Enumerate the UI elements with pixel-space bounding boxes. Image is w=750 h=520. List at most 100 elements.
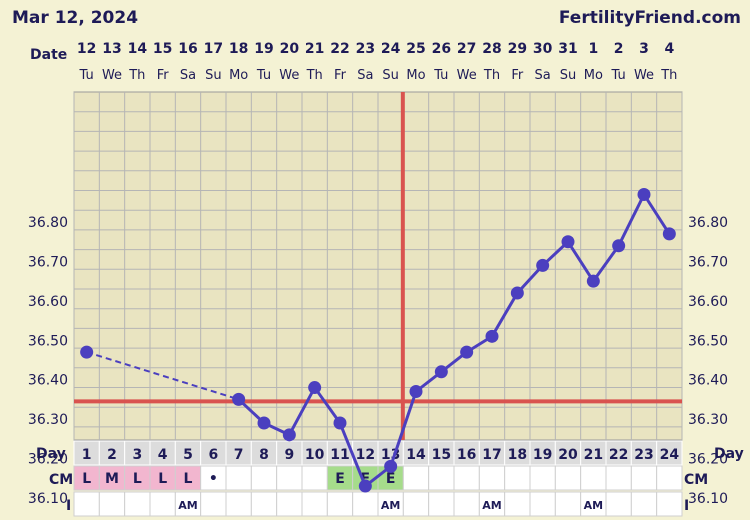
calendar-date-label: 21 — [305, 41, 324, 57]
cm-value: E — [361, 471, 371, 487]
weekday-label: We — [279, 68, 299, 83]
temperature-segment — [642, 193, 671, 235]
calendar-date-label: 31 — [558, 41, 577, 57]
weekday-label: Su — [382, 68, 399, 83]
intercourse-cell — [225, 491, 252, 517]
temperature-point — [662, 227, 676, 241]
cycle-day-label: 4 — [158, 447, 168, 463]
temperature-segment — [490, 292, 519, 338]
cm-cell — [453, 465, 480, 491]
day-cell — [73, 440, 100, 466]
cm-cell — [554, 465, 582, 491]
cycle-day-label: 23 — [634, 447, 653, 463]
weekday-label: Th — [483, 68, 500, 83]
cycle-day-label: 18 — [508, 447, 527, 463]
cm-cell — [656, 465, 683, 491]
intercourse-cell — [124, 491, 151, 517]
intercourse-cell — [352, 491, 379, 517]
cycle-day-label: 1 — [82, 447, 92, 463]
intercourse-value: AM — [584, 499, 603, 512]
weekday-label: Th — [660, 68, 677, 83]
intercourse-cell — [301, 491, 328, 517]
cm-value: E — [335, 471, 345, 487]
calendar-date-label: 27 — [457, 41, 476, 57]
day-cell — [428, 440, 455, 466]
day-cell — [250, 440, 278, 466]
cm-cell — [605, 465, 632, 491]
intercourse-cell — [504, 491, 531, 517]
temperature-point — [536, 258, 550, 272]
y-tick-label-left: 36.40 — [28, 373, 68, 389]
intercourse-cell — [529, 491, 556, 517]
y-tick-label-right: 36.50 — [688, 333, 728, 349]
y-tick-label-right: 36.10 — [688, 491, 728, 507]
day-cell — [174, 440, 202, 466]
temperature-segment — [389, 391, 418, 467]
cm-cell — [124, 465, 151, 491]
weekday-label: We — [457, 68, 477, 83]
intercourse-cell — [377, 491, 404, 517]
cycle-day-label: 7 — [234, 447, 244, 463]
weekday-label: We — [102, 68, 122, 83]
cm-cell — [200, 465, 227, 491]
intercourse-cell — [98, 491, 126, 517]
weekday-label: Fr — [157, 68, 170, 83]
y-tick-label-right: 36.80 — [688, 215, 728, 231]
calendar-date-label: 12 — [77, 41, 96, 57]
calendar-date-label: 22 — [330, 41, 349, 57]
cycle-day-label: 21 — [584, 447, 603, 463]
calendar-date-label: 1 — [588, 41, 598, 57]
day-cell — [98, 440, 126, 466]
day-cell — [605, 440, 632, 466]
cycle-day-label: 3 — [132, 447, 142, 463]
weekday-label: Tu — [611, 68, 626, 83]
cm-cell — [402, 465, 430, 491]
temperature-segment — [338, 422, 367, 487]
temperature-point — [434, 365, 448, 379]
day-cell — [326, 440, 354, 466]
intercourse-cell — [276, 491, 303, 517]
intercourse-cell — [402, 491, 430, 517]
cm-value: M — [105, 471, 119, 487]
cycle-day-label: 12 — [356, 447, 375, 463]
intercourse-cell — [174, 491, 202, 517]
day-cell — [225, 440, 252, 466]
cm-value: L — [184, 471, 193, 487]
temperature-segment — [313, 386, 342, 424]
cycle-day-label: 10 — [305, 447, 325, 463]
temperature-point — [282, 428, 296, 442]
temperature-point — [510, 286, 524, 300]
day-cell — [504, 440, 531, 466]
calendar-date-label: 3 — [639, 41, 649, 57]
temperature-point — [637, 188, 651, 201]
day-cell — [580, 440, 607, 466]
weekday-label: Mo — [584, 68, 603, 83]
weekday-label: Th — [128, 68, 145, 83]
temperature-segment — [86, 351, 239, 401]
cycle-day-label: 6 — [208, 447, 218, 463]
weekday-label: Mo — [406, 68, 425, 83]
temperature-point — [257, 416, 271, 430]
calendar-date-label: 20 — [280, 41, 300, 57]
intercourse-value: AM — [178, 499, 197, 512]
cm-value: • — [209, 471, 218, 487]
calendar-date-label: 30 — [533, 41, 553, 57]
temperature-point — [80, 345, 94, 359]
weekday-label: We — [634, 68, 654, 83]
brand-link[interactable]: FertilityFriend.com — [559, 8, 741, 28]
y-tick-label-left: 36.20 — [28, 451, 68, 467]
temperature-point — [485, 329, 499, 343]
cycle-day-label: 9 — [284, 447, 294, 463]
y-tick-label-right: 36.40 — [688, 373, 728, 389]
cycle-day-label: 24 — [660, 447, 680, 463]
calendar-date-label: 17 — [204, 41, 223, 57]
calendar-date-label: 2 — [614, 41, 624, 57]
y-tick-label-right: 36.20 — [688, 451, 728, 467]
temperature-point — [409, 385, 423, 398]
calendar-date-label: 26 — [432, 41, 451, 57]
cm-cell — [276, 465, 303, 491]
cm-value: L — [158, 471, 167, 487]
cm-cell — [301, 465, 328, 491]
